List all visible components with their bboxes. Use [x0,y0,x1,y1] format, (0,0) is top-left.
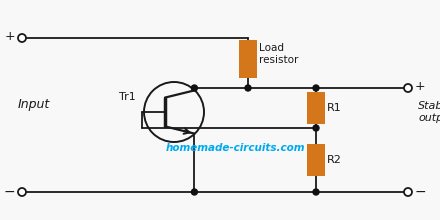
Text: +: + [4,29,15,42]
Text: Input: Input [18,97,50,110]
Circle shape [18,188,26,196]
Text: Load
resistor: Load resistor [259,43,298,65]
Circle shape [404,84,412,92]
Text: +: + [415,79,425,92]
Circle shape [18,34,26,42]
Text: −: − [415,185,427,199]
Circle shape [313,125,319,131]
Bar [307,144,325,176]
Text: homemade-circuits.com: homemade-circuits.com [165,143,305,153]
Text: Tr1: Tr1 [119,92,136,102]
Circle shape [313,85,319,91]
Bar [239,40,257,78]
Circle shape [191,85,198,91]
Text: −: − [4,185,15,199]
Text: R2: R2 [327,155,342,165]
Bar [307,92,325,124]
Circle shape [404,188,412,196]
Circle shape [191,189,198,195]
Text: Stabilised
output: Stabilised output [418,101,440,123]
Circle shape [245,85,251,91]
Circle shape [313,189,319,195]
Text: R1: R1 [327,103,342,113]
